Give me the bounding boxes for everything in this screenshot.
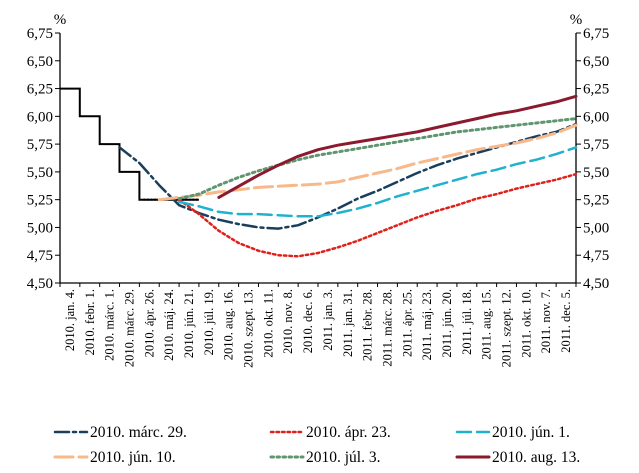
x-tick-label: 2011. jan. 3.	[321, 289, 335, 351]
y-tick-label-left: 4,75	[27, 248, 53, 264]
x-tick-label: 2010. nov. 8.	[281, 289, 295, 354]
policy-rate-step-line	[60, 87, 199, 201]
x-tick-label: 2011. ápr. 25.	[400, 289, 414, 357]
series-line-3	[177, 146, 578, 218]
x-tick-label: 2011. febr. 28.	[361, 289, 375, 361]
y-tick-label-left: 5,50	[27, 165, 53, 181]
series-line-5	[177, 117, 578, 201]
y-tick-label-left: 6,50	[27, 54, 53, 70]
x-tick-label: 2010. jún. 21.	[182, 289, 196, 358]
x-tick-label: 2011. júl. 18.	[460, 289, 474, 355]
y-tick-label-left: 6,25	[27, 82, 53, 98]
x-tick-label: 2010. júl. 19.	[202, 289, 216, 355]
x-tick-label: 2010. jan. 4.	[63, 289, 77, 351]
y-tick-label-left: 6,75	[27, 26, 53, 42]
series-line-4	[157, 123, 578, 202]
x-tick-label: 2010. ápr. 26.	[142, 289, 156, 357]
y-tick-label-left: 4,50	[27, 276, 53, 292]
y-tick-label-right: 6,75	[583, 26, 609, 42]
legend: 2010. márc. 29. 2010. ápr. 23. 2010. jún. …	[53, 424, 580, 466]
legend-label-3: 2010. jún. 1.	[492, 424, 570, 441]
y-axis-left: 6,75 6,50 6,25 6,00 5,75 5,50 5,25 5,00 4,75 4,50	[27, 26, 60, 292]
x-tick-label: 2011. aug. 15.	[480, 289, 494, 360]
x-tick-label: 2010. febr. 1.	[83, 289, 97, 355]
y-tick-label-left: 5,25	[27, 193, 53, 209]
legend-label-5: 2010. júl. 3.	[306, 449, 381, 466]
x-tick-label: 2011. jún. 20.	[440, 289, 454, 358]
legend-label-4: 2010. jún. 10.	[90, 449, 176, 466]
x-tick-label: 2010. okt. 11.	[261, 289, 275, 358]
y-tick-label-left: 6,00	[27, 109, 53, 125]
y-axis-unit-right: %	[570, 12, 583, 28]
x-tick-label: 2011. nov. 7.	[539, 289, 553, 353]
y-tick-label-left: 5,00	[27, 220, 53, 236]
y-tick-label-right: 5,75	[583, 137, 609, 153]
y-tick-label-left: 5,75	[27, 137, 53, 153]
y-tick-label-right: 5,50	[583, 165, 609, 181]
y-tick-label-right: 6,25	[583, 82, 609, 98]
x-tick-label: 2011. szept. 12.	[500, 289, 514, 367]
x-tick-label: 2010. máj. 24.	[162, 289, 176, 361]
series-line-2	[177, 172, 578, 258]
y-tick-label-right: 4,75	[583, 248, 609, 264]
plot-area	[59, 33, 578, 284]
y-tick-label-right: 6,00	[583, 109, 609, 125]
x-tick-label: 2011. dec. 5.	[559, 289, 573, 353]
y-tick-label-right: 4,50	[583, 276, 609, 292]
y-axis-right: 6,75 6,50 6,25 6,00 5,75 5,50 5,25 5,00 4,75 4,50	[576, 26, 609, 292]
y-tick-label-right: 6,50	[583, 54, 609, 70]
x-tick-label: 2010. dec. 6.	[301, 289, 315, 353]
series-line-1	[118, 122, 578, 230]
y-axis-unit-left: %	[54, 12, 67, 28]
legend-label-1: 2010. márc. 29.	[90, 424, 187, 441]
x-tick-label: 2011. máj. 23.	[420, 289, 434, 360]
x-tick-label: 2011. márc. 28.	[380, 289, 394, 367]
y-tick-label-right: 5,00	[583, 220, 609, 236]
legend-label-6: 2010. aug. 13.	[492, 449, 580, 466]
x-tick-label: 2011. okt. 10.	[519, 289, 533, 358]
y-tick-label-right: 5,25	[583, 193, 609, 209]
x-tick-label: 2010. aug. 16.	[222, 289, 236, 360]
series-line-6	[217, 94, 578, 199]
x-tick-label: 2010. szept. 13.	[242, 289, 256, 368]
x-axis: 2010. jan. 4. 2010. febr. 1. 2010. márc. 1…	[59, 283, 577, 368]
legend-label-2: 2010. ápr. 23.	[306, 424, 391, 441]
x-tick-label: 2010. márc. 29.	[122, 289, 136, 367]
x-tick-label: 2010. márc. 1.	[103, 289, 117, 361]
x-tick-label: 2011. jan. 31.	[341, 289, 355, 357]
